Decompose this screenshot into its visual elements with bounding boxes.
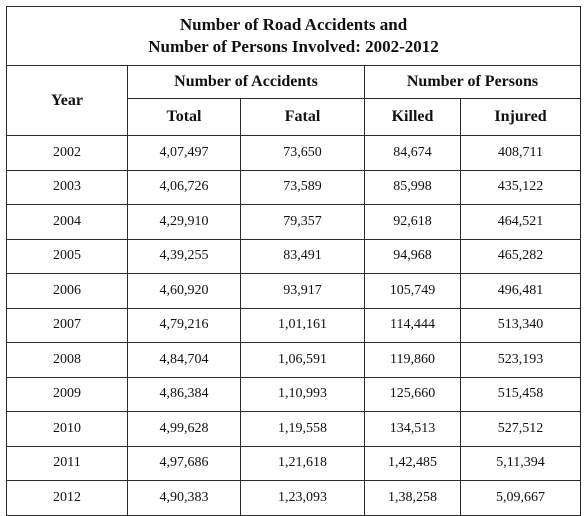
- injured-cell: 496,481: [459, 273, 582, 309]
- table-row: 2005 4,39,255 83,491 94,968 465,282: [6, 238, 582, 274]
- total-cell: 4,39,255: [127, 238, 241, 274]
- killed-cell: 1,42,485: [364, 445, 461, 481]
- fatal-cell: 93,917: [240, 273, 365, 309]
- fatal-cell: 1,06,591: [240, 342, 365, 378]
- table-row: 2002 4,07,497 73,650 84,674 408,711: [6, 135, 582, 171]
- injured-column-header: Injured: [459, 98, 582, 136]
- killed-cell: 1,38,258: [364, 480, 461, 516]
- total-column-header: Total: [127, 98, 241, 136]
- injured-cell: 464,521: [459, 204, 582, 240]
- year-cell: 2008: [6, 342, 128, 378]
- fatal-cell: 1,01,161: [240, 307, 365, 343]
- year-cell: 2010: [6, 411, 128, 447]
- year-cell: 2009: [6, 376, 128, 412]
- total-cell: 4,06,726: [127, 169, 241, 205]
- table-body: 2002 4,07,497 73,650 84,674 408,711 2003 4,06,…: [6, 135, 582, 516]
- table-row: 2003 4,06,726 73,589 85,998 435,122: [6, 169, 582, 205]
- accidents-group-header: Number of Accidents: [127, 65, 365, 99]
- total-cell: 4,99,628: [127, 411, 241, 447]
- injured-cell: 435,122: [459, 169, 582, 205]
- fatal-cell: 1,21,618: [240, 445, 365, 481]
- table-row: 2006 4,60,920 93,917 105,749 496,481: [6, 273, 582, 309]
- total-cell: 4,60,920: [127, 273, 241, 309]
- fatal-cell: 73,650: [240, 135, 365, 171]
- killed-cell: 134,513: [364, 411, 461, 447]
- injured-cell: 5,11,394: [459, 445, 582, 481]
- killed-cell: 92,618: [364, 204, 461, 240]
- killed-cell: 119,860: [364, 342, 461, 378]
- total-cell: 4,84,704: [127, 342, 241, 378]
- year-cell: 2011: [6, 445, 128, 481]
- killed-cell: 84,674: [364, 135, 461, 171]
- year-cell: 2003: [6, 169, 128, 205]
- fatal-cell: 83,491: [240, 238, 365, 274]
- fatal-cell: 1,19,558: [240, 411, 365, 447]
- year-cell: 2006: [6, 273, 128, 309]
- killed-column-header: Killed: [364, 98, 461, 136]
- fatal-cell: 79,357: [240, 204, 365, 240]
- year-cell: 2002: [6, 135, 128, 171]
- table-title-line-1: Number of Road Accidents and: [179, 15, 408, 34]
- table-row: 2009 4,86,384 1,10,993 125,660 515,458: [6, 376, 582, 412]
- killed-cell: 114,444: [364, 307, 461, 343]
- killed-cell: 105,749: [364, 273, 461, 309]
- injured-cell: 523,193: [459, 342, 582, 378]
- road-accidents-table: Number of Road Accidents and Number of P…: [5, 6, 582, 516]
- fatal-column-header: Fatal: [240, 98, 365, 136]
- table-row: 2011 4,97,686 1,21,618 1,42,485 5,11,394: [6, 445, 582, 481]
- killed-cell: 94,968: [364, 238, 461, 274]
- year-cell: 2004: [6, 204, 128, 240]
- total-cell: 4,29,910: [127, 204, 241, 240]
- fatal-cell: 1,10,993: [240, 376, 365, 412]
- total-cell: 4,07,497: [127, 135, 241, 171]
- injured-cell: 527,512: [459, 411, 582, 447]
- year-cell: 2007: [6, 307, 128, 343]
- fatal-cell: 73,589: [240, 169, 365, 205]
- killed-cell: 85,998: [364, 169, 461, 205]
- year-cell: 2012: [6, 480, 128, 516]
- table-title-line-2: Number of Persons Involved: 2002-2012: [148, 37, 439, 56]
- table-row: 2008 4,84,704 1,06,591 119,860 523,193: [6, 342, 582, 378]
- table-row: 2012 4,90,383 1,23,093 1,38,258 5,09,667: [6, 480, 582, 516]
- persons-group-header: Number of Persons: [363, 65, 582, 99]
- total-cell: 4,86,384: [127, 376, 241, 412]
- total-cell: 4,90,383: [127, 480, 241, 516]
- killed-cell: 125,660: [364, 376, 461, 412]
- table-title: Number of Road Accidents and Number of P…: [5, 6, 582, 66]
- year-cell: 2005: [6, 238, 128, 274]
- table-row: 2004 4,29,910 79,357 92,618 464,521: [6, 204, 582, 240]
- table-row: 2010 4,99,628 1,19,558 134,513 527,512: [6, 411, 582, 447]
- injured-cell: 408,711: [459, 135, 582, 171]
- total-cell: 4,97,686: [127, 445, 241, 481]
- year-header: Year: [6, 65, 128, 136]
- injured-cell: 465,282: [459, 238, 582, 274]
- injured-cell: 513,340: [459, 307, 582, 343]
- injured-cell: 515,458: [459, 376, 582, 412]
- table-row: 2007 4,79,216 1,01,161 114,444 513,340: [6, 307, 582, 343]
- total-cell: 4,79,216: [127, 307, 241, 343]
- fatal-cell: 1,23,093: [240, 480, 365, 516]
- injured-cell: 5,09,667: [459, 480, 582, 516]
